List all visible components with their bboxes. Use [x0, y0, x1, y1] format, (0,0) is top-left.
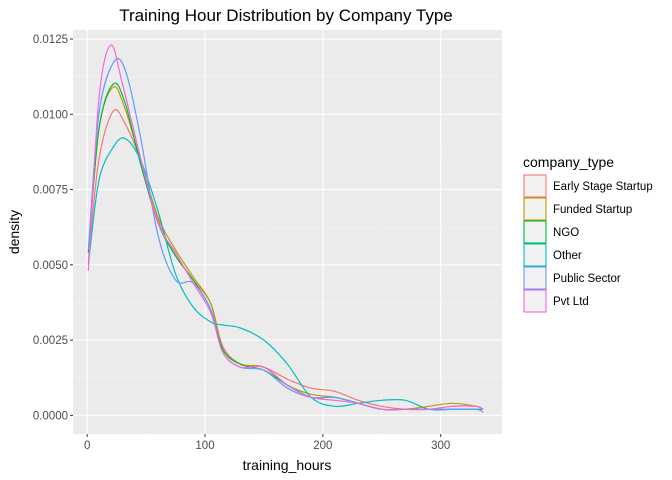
- legend-label-other: Other: [553, 250, 582, 262]
- legend-key-ngo: [523, 220, 547, 244]
- density-line-other: [87, 137, 484, 411]
- legend-key-pvt-ltd: [523, 289, 547, 313]
- legend-key-early-stage-startup: [523, 174, 547, 198]
- legend-label-funded-startup: Funded Startup: [553, 204, 632, 216]
- legend-key-funded-startup: [523, 197, 547, 221]
- legend-label-pvt-ltd: Pvt Ltd: [553, 296, 589, 308]
- minor-gridlines: [73, 30, 502, 434]
- x-axis-ticks: 0 100 200 300: [84, 434, 450, 452]
- x-tick-label: 0: [84, 440, 90, 452]
- legend-title: company_type: [523, 154, 614, 170]
- y-axis-title: density: [6, 210, 22, 254]
- y-tick-label: 0.0000: [33, 410, 68, 422]
- y-tick-label: 0.0025: [33, 335, 68, 347]
- chart-title: Training Hour Distribution by Company Ty…: [119, 6, 453, 25]
- y-axis-ticks: 0.0000 0.0025 0.0050 0.0075 0.0100 0.0125: [33, 34, 73, 422]
- legend-items: Early Stage Startup Funded Startup NGO Othe…: [523, 174, 653, 313]
- legend-key-public-sector: [523, 266, 547, 290]
- x-tick-label: 200: [313, 440, 332, 452]
- major-gridlines: [73, 30, 502, 434]
- density-line-pvt-ltd: [87, 44, 484, 411]
- legend-key-other: [523, 243, 547, 267]
- x-axis-title: training_hours: [243, 457, 332, 473]
- x-tick-label: 300: [431, 440, 450, 452]
- y-tick-label: 0.0100: [33, 109, 68, 121]
- legend-label-ngo: NGO: [553, 227, 579, 239]
- legend-label-early-stage-startup: Early Stage Startup: [553, 181, 653, 193]
- plot-panel: [73, 30, 502, 434]
- y-tick-label: 0.0050: [33, 260, 68, 272]
- legend: company_type Early Stage Startup Funded S…: [523, 154, 653, 313]
- x-tick-label: 100: [195, 440, 214, 452]
- series-lines: [87, 44, 484, 413]
- y-tick-label: 0.0075: [33, 185, 68, 197]
- legend-label-public-sector: Public Sector: [553, 273, 621, 285]
- y-tick-label: 0.0125: [33, 34, 68, 46]
